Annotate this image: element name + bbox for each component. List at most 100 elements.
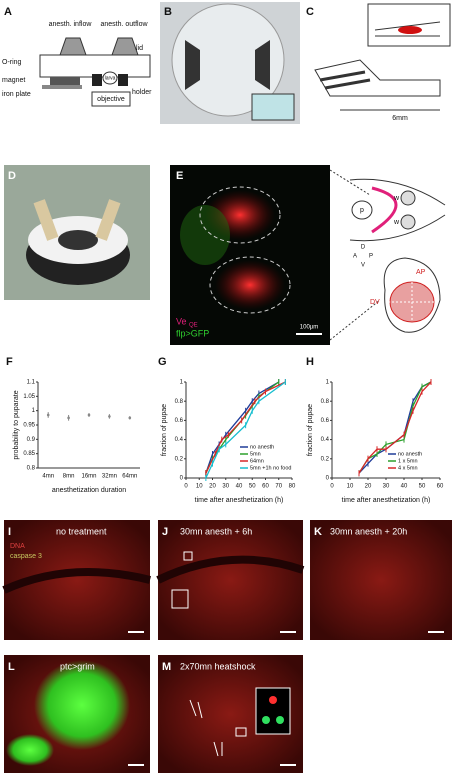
panel-letter: C: [306, 6, 314, 18]
larva: [398, 26, 422, 34]
x-tick-label: 60: [262, 484, 269, 490]
y-tick-label: 0.8: [321, 399, 330, 405]
legend-label: no anesth: [398, 451, 422, 457]
label: objective: [97, 96, 125, 103]
inflow-port: [59, 37, 87, 56]
inset: [251, 93, 295, 121]
x-tick-label: 8mn: [63, 474, 75, 480]
zoom-lines: [329, 169, 381, 341]
series-line: [205, 381, 286, 479]
x-tick-label: 4mn: [42, 474, 54, 480]
nucleus: [269, 696, 277, 704]
holder-l: [92, 74, 102, 86]
point: [87, 413, 91, 417]
panel-letter: M: [162, 661, 171, 673]
y-tick-label: 0.6: [175, 418, 184, 424]
zoom-inset: [171, 589, 189, 609]
x-tick-label: 70: [275, 484, 282, 490]
panel-title: ptc>grim: [60, 661, 95, 671]
label: A: [353, 254, 357, 260]
label: anesth. outflow: [100, 21, 148, 28]
label: AP: [416, 269, 426, 276]
dish: [171, 3, 285, 117]
y-tick-label: 1.05: [23, 394, 35, 400]
nucleus: [262, 716, 270, 724]
x-tick-label: 30: [383, 484, 390, 490]
x-tick-label: 0: [184, 484, 188, 490]
y-tick-label: 0.85: [23, 451, 35, 457]
legend-label: 5mn +1h no food: [250, 465, 291, 471]
outflow-port: [111, 37, 139, 56]
legend-label: 5mn: [250, 451, 261, 457]
y-tick-label: 1: [180, 380, 184, 386]
chamber: [39, 54, 151, 78]
holder: [185, 40, 200, 90]
panel-d: D: [4, 165, 150, 300]
charts: 0.8 0.85 0.9 0.95 1 1.05 1.1 probability to pup…: [13, 379, 444, 504]
panel-title: no treatment: [56, 526, 107, 536]
larva-shape: [102, 71, 118, 85]
holder: [255, 40, 270, 90]
zoom-box: [235, 727, 247, 737]
panel-title: 2x70mn heatshock: [180, 661, 256, 671]
panel-letter: E: [176, 170, 183, 182]
legend-label: 64mn: [250, 458, 264, 464]
panel-j: J 30mn anesth + 6h: [156, 520, 305, 640]
panel-title: 30mn anesth + 6h: [180, 526, 252, 536]
panel-i: I no treatment DNA caspase 3: [2, 520, 151, 640]
x-tick-label: 30: [222, 484, 229, 490]
zoom-inset: [255, 687, 291, 735]
label: w: [393, 195, 400, 202]
ve-outline: [371, 186, 398, 234]
y-tick-label: 0.6: [321, 418, 330, 424]
panel-e: E Ve QE flp>GFP 100µm p w w D A P V AP D…: [170, 165, 446, 345]
label: w: [393, 219, 400, 226]
label: lid: [136, 45, 143, 52]
x-tick-label: 50: [419, 484, 426, 490]
zoom-box: [183, 551, 193, 561]
label: p: [360, 207, 364, 214]
x-tick-label: 32mn: [102, 474, 117, 480]
panel-m: M 2x70mn heatshock: [158, 655, 303, 773]
y-tick-label: 0.95: [23, 423, 35, 429]
label: flp>GFP: [176, 328, 209, 338]
panel-k: K 30mn anesth + 20h: [310, 520, 452, 640]
panel-letter: L: [8, 661, 15, 673]
panel-letter: F: [6, 356, 13, 368]
x-tick-label: 64mn: [122, 474, 137, 480]
label: holder: [132, 89, 152, 96]
label: V: [361, 263, 365, 269]
point: [67, 416, 70, 420]
label: 100µm: [300, 325, 318, 331]
holder-r: [118, 74, 128, 86]
label: QE: [189, 323, 198, 329]
inset-lines: [374, 21, 441, 37]
y-tick-label: 0.8: [175, 399, 184, 405]
label: Ve: [176, 316, 187, 326]
x-tick-label: 40: [401, 484, 408, 490]
x-tick-label: 10: [196, 484, 203, 490]
x-axis-label: anesthetization duration: [52, 487, 126, 494]
legend-label: no anesth: [250, 444, 274, 450]
series-line: [358, 381, 432, 474]
inset: [367, 3, 451, 47]
x-tick-label: 40: [236, 484, 243, 490]
magnet-shape: [50, 77, 80, 85]
series-line: [205, 381, 286, 474]
gfp-region: [34, 660, 130, 750]
disc-icon: [400, 214, 416, 230]
label: 6mm: [392, 115, 408, 122]
x-axis-label: time after anesthetization (h): [342, 497, 431, 504]
y-axis-label: fraction of pupae: [161, 404, 168, 456]
point: [46, 413, 50, 417]
y-tick-label: 1: [32, 408, 36, 414]
larva-outline: [349, 178, 446, 242]
fold: [2, 568, 151, 594]
panel-letter: J: [162, 526, 168, 538]
series-line: [205, 381, 280, 474]
panel-letter: K: [314, 526, 322, 538]
panel-letter: I: [8, 526, 11, 538]
tube: [95, 199, 121, 241]
y-tick-label: 0.2: [321, 456, 330, 462]
